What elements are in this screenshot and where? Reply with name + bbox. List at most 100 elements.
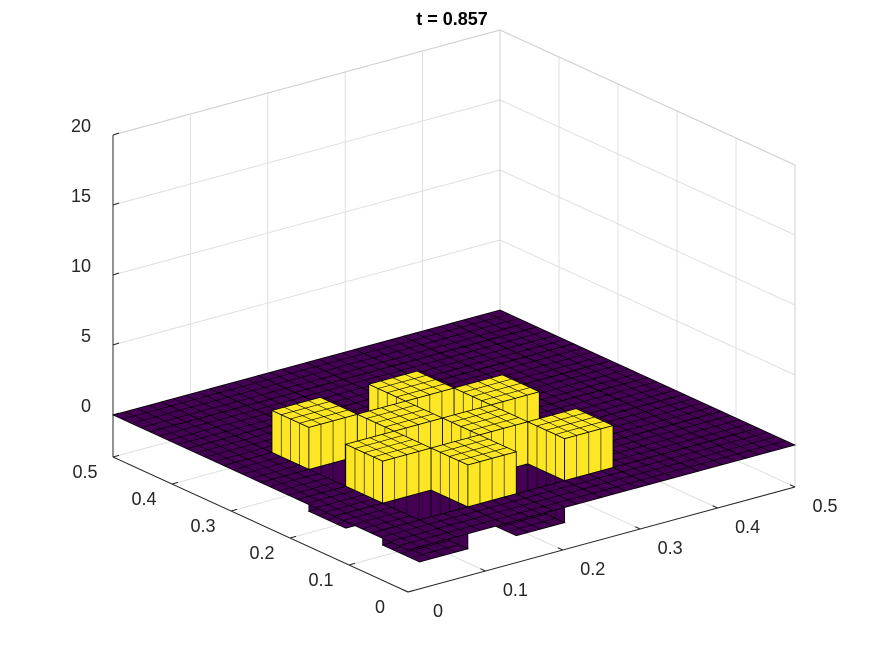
mesh-line xyxy=(377,375,427,389)
mesh-line xyxy=(387,379,436,393)
mesh-line xyxy=(407,523,445,541)
mesh-line xyxy=(631,462,680,477)
grid-line xyxy=(499,99,796,236)
mesh-line xyxy=(642,432,692,447)
x-tick-label: 0 xyxy=(433,601,443,621)
mesh-line xyxy=(649,457,687,475)
mesh-line xyxy=(679,449,729,464)
mesh-line xyxy=(691,419,740,434)
mesh-line xyxy=(352,511,402,525)
grid-line xyxy=(499,169,796,306)
mesh-line xyxy=(315,353,365,368)
mesh-line xyxy=(232,456,282,471)
mesh-line xyxy=(159,422,208,437)
mesh-line xyxy=(534,347,584,362)
mesh-line xyxy=(276,370,326,385)
y-tick xyxy=(407,589,415,593)
mesh-line xyxy=(222,438,261,457)
mesh-line xyxy=(364,340,413,354)
mesh-line xyxy=(333,489,371,507)
mesh-line xyxy=(486,501,535,516)
mesh-line xyxy=(373,344,422,359)
mesh-line xyxy=(563,411,602,430)
mesh-line xyxy=(472,383,521,397)
mesh-line xyxy=(728,436,777,450)
mesh-line xyxy=(278,477,328,492)
x-tick-label: 0.4 xyxy=(735,517,760,537)
mesh-line xyxy=(476,343,514,361)
mesh-line xyxy=(389,528,439,542)
mesh-line xyxy=(421,331,471,345)
mesh-line xyxy=(205,443,254,458)
mesh-line xyxy=(354,435,404,449)
mesh-line xyxy=(546,416,595,431)
mesh-line xyxy=(352,370,402,384)
y-tick-label: 0.3 xyxy=(190,516,215,536)
mesh-line xyxy=(586,393,625,412)
mesh-line xyxy=(455,509,493,528)
mesh-line xyxy=(654,402,703,417)
y-tick-label: 0.2 xyxy=(249,543,274,563)
mesh-line xyxy=(536,412,586,427)
mesh-line xyxy=(381,434,420,452)
z-tick xyxy=(112,132,120,136)
mesh-line xyxy=(513,359,551,378)
z-tick-label: 15 xyxy=(71,186,91,206)
z-tick xyxy=(112,342,120,346)
mesh-line xyxy=(534,488,584,503)
mesh-line xyxy=(149,404,187,423)
mesh-line xyxy=(469,318,519,332)
mesh-line xyxy=(404,374,443,392)
y-tick-label: 0.4 xyxy=(131,489,156,509)
mesh-line xyxy=(412,327,461,341)
mesh-line xyxy=(487,313,525,331)
mesh-line xyxy=(294,365,332,383)
x-axis xyxy=(407,486,796,593)
grid-line xyxy=(499,239,796,376)
mesh-line xyxy=(228,383,277,398)
chart-title: t = 0.857 xyxy=(416,9,488,29)
mesh-line xyxy=(682,415,731,429)
mesh-line xyxy=(660,427,698,445)
mesh-line xyxy=(296,472,334,490)
mesh-line xyxy=(370,506,408,524)
mesh-line xyxy=(342,352,380,370)
mesh-line xyxy=(490,377,528,396)
mesh-line xyxy=(460,313,510,328)
mesh-line xyxy=(451,408,501,423)
mesh-line xyxy=(605,415,655,430)
mesh-line xyxy=(550,376,588,395)
box-edge xyxy=(499,29,796,166)
mesh-line xyxy=(255,396,305,411)
mesh-line xyxy=(131,410,180,424)
mesh-line xyxy=(580,368,630,383)
mesh-line xyxy=(290,405,339,420)
y-tick xyxy=(289,535,297,539)
mesh-line xyxy=(543,351,593,366)
mesh-line xyxy=(391,339,429,357)
mesh-line xyxy=(375,409,425,423)
mesh-line xyxy=(524,329,562,348)
mesh-line xyxy=(400,540,450,554)
mesh-line xyxy=(458,348,508,362)
mesh-line xyxy=(427,356,466,374)
x-tick-label: 0.3 xyxy=(658,538,683,558)
mesh-line xyxy=(497,330,547,345)
z-tick xyxy=(112,202,120,206)
mesh-line xyxy=(449,443,498,457)
mesh-line xyxy=(366,405,415,419)
z-tick-label: 5 xyxy=(81,326,91,346)
mesh-line xyxy=(559,394,609,409)
mesh-line xyxy=(670,445,720,459)
mesh-line xyxy=(197,391,235,410)
mesh-line xyxy=(308,400,346,418)
mesh-line xyxy=(598,363,636,382)
mesh-line xyxy=(561,346,599,365)
box-edge xyxy=(112,29,501,136)
mesh-line xyxy=(234,408,272,427)
y-tick-label: 0.5 xyxy=(72,462,97,482)
mesh-line xyxy=(324,357,374,372)
x-tick-label: 0.2 xyxy=(580,559,605,579)
x-tick xyxy=(789,484,796,488)
